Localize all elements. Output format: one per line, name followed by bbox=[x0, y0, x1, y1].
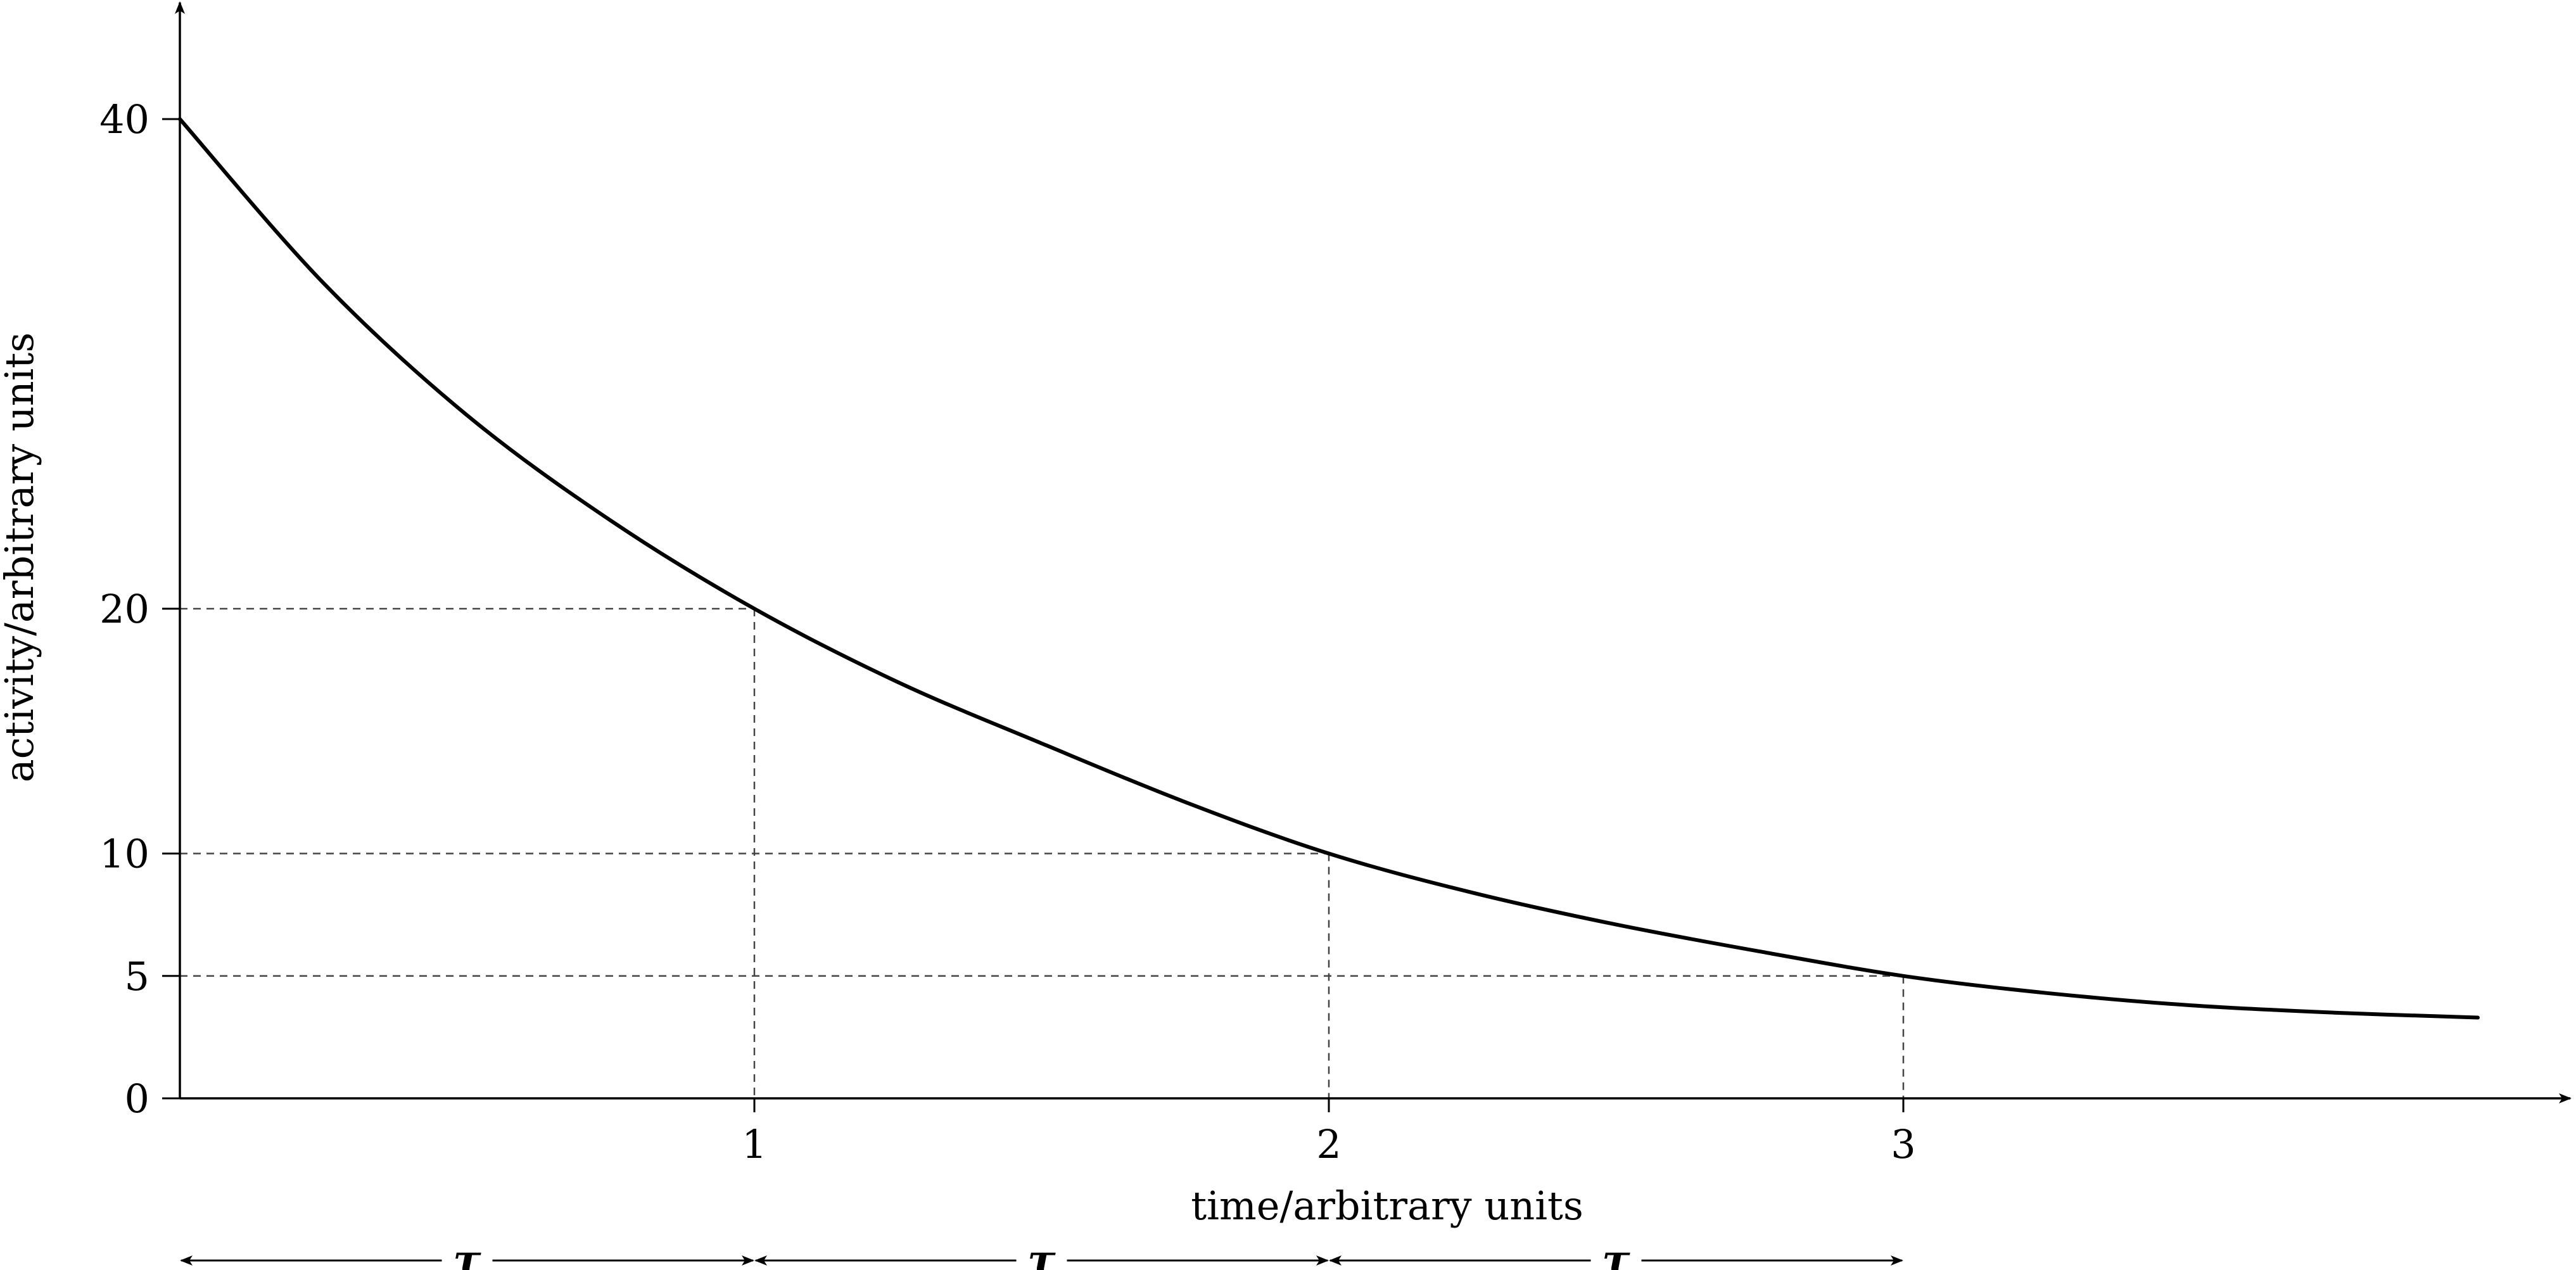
axes bbox=[175, 1, 2572, 1103]
y-axis-label: activity/arbitrary units bbox=[0, 333, 42, 783]
y-tick-label: 40 bbox=[99, 96, 149, 143]
interval-label: τ bbox=[453, 1235, 481, 1270]
interval-label: τ bbox=[1602, 1235, 1630, 1270]
x-axis-label: time/arbitrary units bbox=[1191, 1183, 1583, 1229]
decay-curve bbox=[178, 117, 2480, 1020]
reference-lines bbox=[180, 607, 1905, 1098]
interval-label: τ bbox=[1027, 1235, 1056, 1270]
y-tick-label: 0 bbox=[125, 1076, 149, 1122]
y-tick-label: 5 bbox=[125, 953, 149, 1000]
y-tick-label: 20 bbox=[99, 586, 149, 632]
x-tick-label: 3 bbox=[1891, 1121, 1915, 1167]
tick-marks: 0 5 10 20 40 1 2 3 bbox=[99, 96, 1916, 1167]
x-tick-label: 2 bbox=[1316, 1121, 1341, 1167]
series-line bbox=[178, 117, 2480, 1020]
y-tick-label: 10 bbox=[99, 831, 149, 877]
x-tick-label: 1 bbox=[742, 1121, 766, 1167]
